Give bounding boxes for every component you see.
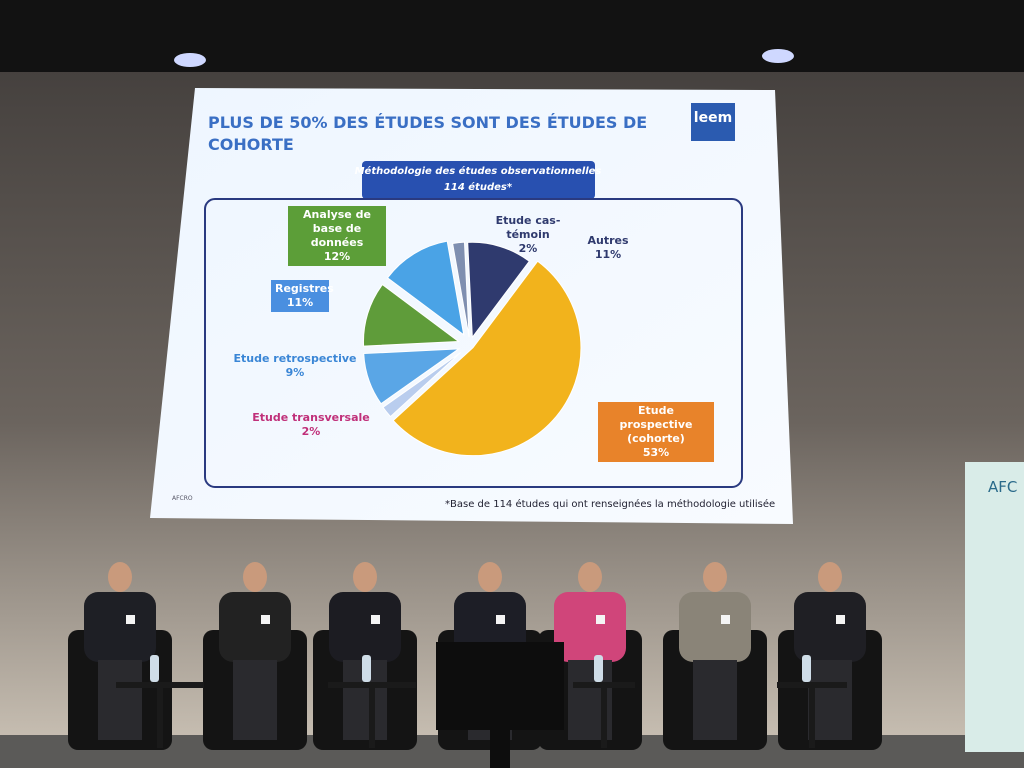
category-label: Etude cas-témoin xyxy=(495,214,561,241)
pie-slice xyxy=(363,283,460,347)
banner-text: AFC xyxy=(988,478,1017,496)
table-leg xyxy=(157,688,163,748)
head xyxy=(703,562,727,592)
pie xyxy=(363,240,582,457)
bottle xyxy=(594,655,603,682)
pie-slice xyxy=(386,240,465,336)
source: AFCRO xyxy=(172,495,193,502)
logo-text: leem xyxy=(694,110,732,126)
chart-title: PLUS DE 50% DES ÉTUDES SONT DES ÉTUDES D… xyxy=(208,113,648,154)
torso xyxy=(794,592,866,662)
category-label: Analyse de base de données xyxy=(303,208,371,249)
panel xyxy=(68,562,882,768)
torso xyxy=(329,592,401,662)
pie-slice xyxy=(452,241,470,338)
badge xyxy=(496,615,505,624)
chart-frame xyxy=(204,198,743,488)
value-label: 9% xyxy=(285,366,305,379)
pie-slice xyxy=(392,260,582,457)
head xyxy=(108,562,132,592)
slice-label: Registres 11% xyxy=(271,280,334,312)
value-label: 11% xyxy=(286,296,314,309)
category-label: Etude prospective (cohorte) xyxy=(619,404,693,445)
legs xyxy=(233,660,277,740)
pie-slice xyxy=(382,352,461,418)
banner xyxy=(965,462,1024,752)
badge xyxy=(596,615,605,624)
spotlight xyxy=(174,53,206,67)
category-label: Etude retrospective xyxy=(233,352,357,365)
head xyxy=(818,562,842,592)
slice-label: Etude transversale 2% xyxy=(246,411,376,439)
category-label: Autres xyxy=(587,234,629,247)
legs xyxy=(98,660,142,740)
slice-label: Analyse de base de données 12% xyxy=(288,206,386,266)
spotlight xyxy=(762,49,794,63)
head xyxy=(478,562,502,592)
legs xyxy=(808,660,852,740)
pie-slice xyxy=(363,348,461,405)
category-label: Registres xyxy=(275,282,334,295)
table xyxy=(573,682,635,688)
badge xyxy=(721,615,730,624)
legs xyxy=(693,660,737,740)
table-leg xyxy=(601,688,607,748)
badge xyxy=(126,615,135,624)
value-label: 12% xyxy=(323,250,351,263)
value-label: 2% xyxy=(518,242,538,255)
bottle xyxy=(150,655,159,682)
bottle xyxy=(362,655,371,682)
badge xyxy=(261,615,270,624)
value-label: 53% xyxy=(642,446,670,459)
category-label: Etude transversale xyxy=(252,411,370,424)
subtitle: Méthodologie des études observationnelle… xyxy=(355,165,602,177)
head xyxy=(243,562,267,592)
ceiling xyxy=(0,0,1024,72)
bottle xyxy=(802,655,811,682)
slice-label: Autres 11% xyxy=(578,234,638,262)
slice-label: Etude cas-témoin 2% xyxy=(478,214,578,256)
table xyxy=(328,682,416,688)
torso xyxy=(219,592,291,662)
value-label: 2% xyxy=(301,425,321,438)
monitor-stand xyxy=(490,730,510,768)
head xyxy=(578,562,602,592)
head xyxy=(353,562,377,592)
torso xyxy=(679,592,751,662)
badge xyxy=(371,615,380,624)
total-label: 114 études* xyxy=(444,181,513,193)
badge xyxy=(836,615,845,624)
slice-label: Etude prospective (cohorte) 53% xyxy=(598,402,714,462)
subtitle-box xyxy=(362,161,595,199)
value-label: 11% xyxy=(594,248,622,261)
slice-label: Etude retrospective 9% xyxy=(230,352,360,380)
table-leg xyxy=(369,688,375,748)
logo xyxy=(691,103,735,141)
footnote: *Base de 114 études qui ont renseignées … xyxy=(445,498,775,510)
pie-slice xyxy=(467,241,530,339)
table xyxy=(777,682,847,688)
torso xyxy=(554,592,626,662)
monitor xyxy=(436,642,564,730)
torso xyxy=(84,592,156,662)
table xyxy=(116,682,204,688)
table-leg xyxy=(809,688,815,748)
